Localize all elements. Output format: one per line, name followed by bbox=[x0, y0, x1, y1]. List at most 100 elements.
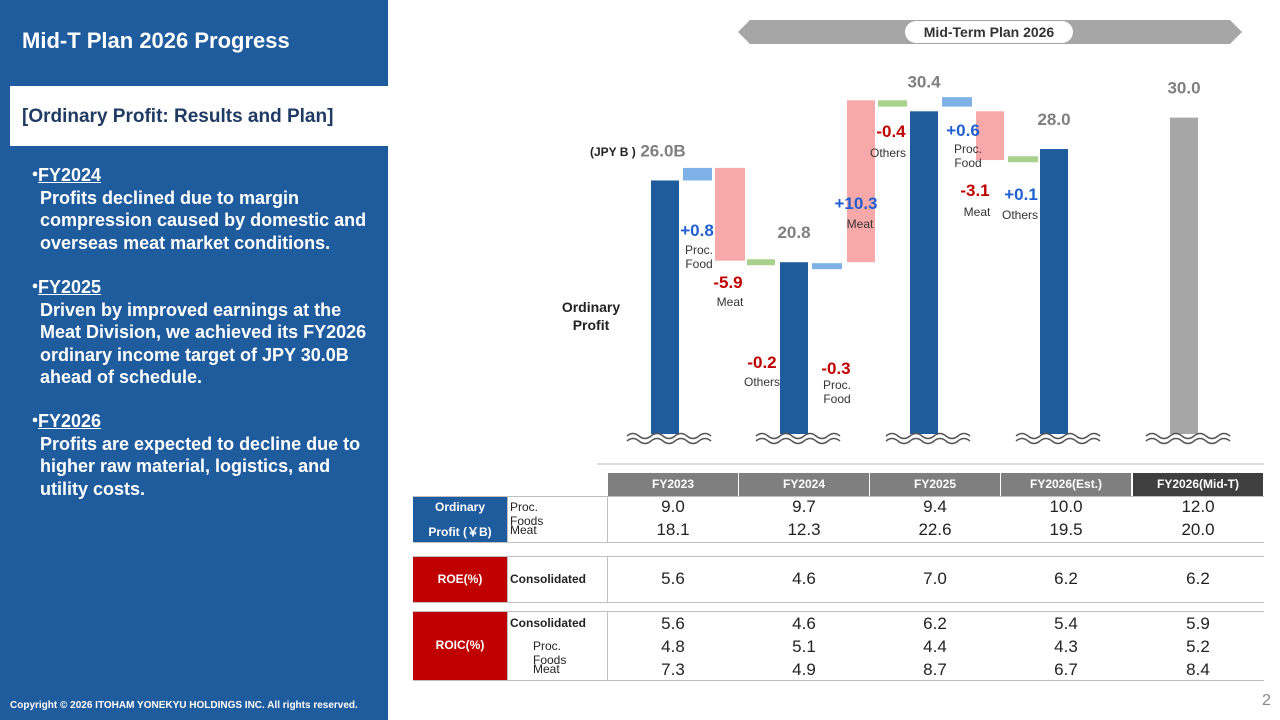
table-cell-value: 4.3 bbox=[1054, 637, 1078, 656]
table-cell-value: 6.7 bbox=[1054, 660, 1078, 679]
table-rule bbox=[413, 611, 1264, 612]
delta-bar bbox=[812, 263, 842, 270]
table-cell-value: 6.2 bbox=[923, 614, 947, 633]
bullet-fy2024: ・FY2024 Profits declined due to margin c… bbox=[26, 164, 378, 254]
delta-bar bbox=[976, 111, 1004, 161]
total-bar bbox=[1040, 149, 1068, 435]
row-sublabel: Meat bbox=[533, 662, 560, 676]
delta-segment-label: Food bbox=[823, 392, 850, 406]
table-rule bbox=[413, 680, 1264, 681]
axis-break-mark bbox=[755, 437, 841, 445]
axis-break-mark bbox=[755, 432, 841, 440]
table-cell-value: 12.3 bbox=[787, 520, 821, 539]
delta-segment-label: Proc. bbox=[823, 378, 851, 392]
delta-segment-label: Food bbox=[685, 257, 712, 271]
bullet-fy2025: ・FY2025 Driven by improved earnings at t… bbox=[26, 276, 378, 389]
delta-segment-label: Others bbox=[1002, 208, 1038, 222]
delta-value-label: -0.3 bbox=[821, 359, 850, 378]
table-cell-value: 9.7 bbox=[792, 497, 816, 516]
delta-segment-label: Meat bbox=[847, 217, 874, 231]
table-rule bbox=[607, 556, 608, 602]
column-header: FY2024 bbox=[739, 473, 869, 496]
axis-break-mark bbox=[1145, 432, 1231, 440]
table-cell-value: 9.4 bbox=[923, 497, 947, 516]
total-bar bbox=[1170, 117, 1198, 434]
total-bar bbox=[910, 111, 938, 434]
row-sublabel: Meat bbox=[510, 523, 537, 537]
table-rule bbox=[413, 602, 1264, 603]
table-cell-value: 7.0 bbox=[923, 569, 947, 588]
table-cell-value: 6.2 bbox=[1186, 569, 1210, 588]
bullet-year: FY2026 bbox=[38, 411, 102, 431]
column-header: FY2026(Est.) bbox=[1001, 473, 1131, 496]
table-cell-value: 5.9 bbox=[1186, 614, 1210, 633]
series-label: Ordinary Profit bbox=[561, 299, 621, 333]
table-rule bbox=[507, 556, 508, 602]
waterfall-chart: 26.0B20.830.428.030.0+0.8Proc.Food-5.9Me… bbox=[597, 72, 1264, 465]
total-bar bbox=[651, 180, 679, 434]
table-cell-value: 12.0 bbox=[1181, 497, 1215, 516]
axis-break-mark bbox=[1145, 437, 1231, 445]
table-cell-value: 4.4 bbox=[923, 637, 947, 656]
total-value-label: 28.0 bbox=[1037, 110, 1070, 129]
delta-segment-label: Others bbox=[744, 375, 780, 389]
total-value-label: 26.0B bbox=[640, 141, 685, 160]
table-cell-value: 4.6 bbox=[792, 569, 816, 588]
ordinary-profit-label: Profit (￥B) bbox=[428, 525, 492, 539]
total-value-label: 30.4 bbox=[907, 72, 941, 91]
delta-value-label: +0.6 bbox=[946, 121, 980, 140]
delta-segment-label: Others bbox=[870, 146, 906, 160]
delta-segment-label: Meat bbox=[964, 205, 991, 219]
slide-title: Mid-T Plan 2026 Progress bbox=[22, 28, 290, 53]
bullet-text: Profits are expected to decline due to h… bbox=[40, 433, 361, 499]
bullet-text: Profits declined due to margin compressi… bbox=[40, 187, 367, 253]
roe-label-cell bbox=[413, 556, 507, 602]
delta-bar bbox=[878, 100, 907, 107]
roic-label-cell bbox=[413, 611, 507, 680]
delta-segment-label: Meat bbox=[717, 295, 744, 309]
table-cell-value: 9.0 bbox=[661, 497, 685, 516]
delta-value-label: -0.2 bbox=[747, 353, 776, 372]
table-cell-value: 7.3 bbox=[661, 660, 685, 679]
table-rule bbox=[607, 611, 608, 680]
delta-value-label: -5.9 bbox=[713, 273, 742, 292]
axis-break-mark bbox=[1015, 437, 1101, 445]
bullet-year: FY2025 bbox=[38, 277, 102, 297]
table-cell-value: 19.5 bbox=[1049, 520, 1083, 539]
table-cell-value: 22.6 bbox=[918, 520, 952, 539]
delta-segment-label: Proc. bbox=[685, 243, 713, 257]
delta-bar bbox=[715, 167, 745, 261]
table-cell-value: 8.4 bbox=[1186, 660, 1210, 679]
row-sublabel: Consolidated bbox=[510, 572, 587, 586]
table-cell-value: 10.0 bbox=[1049, 497, 1083, 516]
bullet-text: Driven by improved earnings at the Meat … bbox=[40, 299, 367, 388]
table-rule bbox=[507, 611, 508, 680]
table-cell-value: 20.0 bbox=[1181, 520, 1215, 539]
bullet-fy2026: ・FY2026 Profits are expected to decline … bbox=[26, 410, 378, 500]
table-cell-value: 5.6 bbox=[661, 569, 685, 588]
delta-value-label: +0.8 bbox=[680, 221, 714, 240]
table-cell-value: 4.6 bbox=[792, 614, 816, 633]
copyright: Copyright © 2026 ITOHAM YONEKYU HOLDINGS… bbox=[10, 700, 358, 711]
ordinary-profit-label-cell bbox=[413, 496, 507, 542]
bullet-year: FY2024 bbox=[38, 165, 102, 185]
row-sublabel: Proc. Foods bbox=[533, 639, 567, 667]
table-cell-value: 6.2 bbox=[1054, 569, 1078, 588]
column-header: FY2025 bbox=[870, 473, 1000, 496]
table-rule bbox=[413, 556, 1264, 557]
row-sublabel: Proc. Foods bbox=[510, 500, 544, 528]
axis-break-mark bbox=[1015, 432, 1101, 440]
table-cell-value: 4.8 bbox=[661, 637, 685, 656]
delta-bar bbox=[1008, 156, 1038, 163]
subtitle-box bbox=[10, 86, 388, 146]
delta-segment-label: Proc. bbox=[954, 142, 982, 156]
page-number: 2 bbox=[1262, 692, 1271, 709]
delta-value-label: -0.4 bbox=[876, 122, 906, 141]
axis-break-mark bbox=[885, 432, 971, 440]
table-cell-value: 5.4 bbox=[1054, 614, 1078, 633]
total-value-label: 20.8 bbox=[777, 223, 810, 242]
delta-value-label: +0.1 bbox=[1004, 185, 1038, 204]
delta-bar bbox=[747, 259, 775, 266]
table-rule bbox=[607, 496, 608, 542]
roe-label: ROE(%) bbox=[437, 572, 483, 586]
